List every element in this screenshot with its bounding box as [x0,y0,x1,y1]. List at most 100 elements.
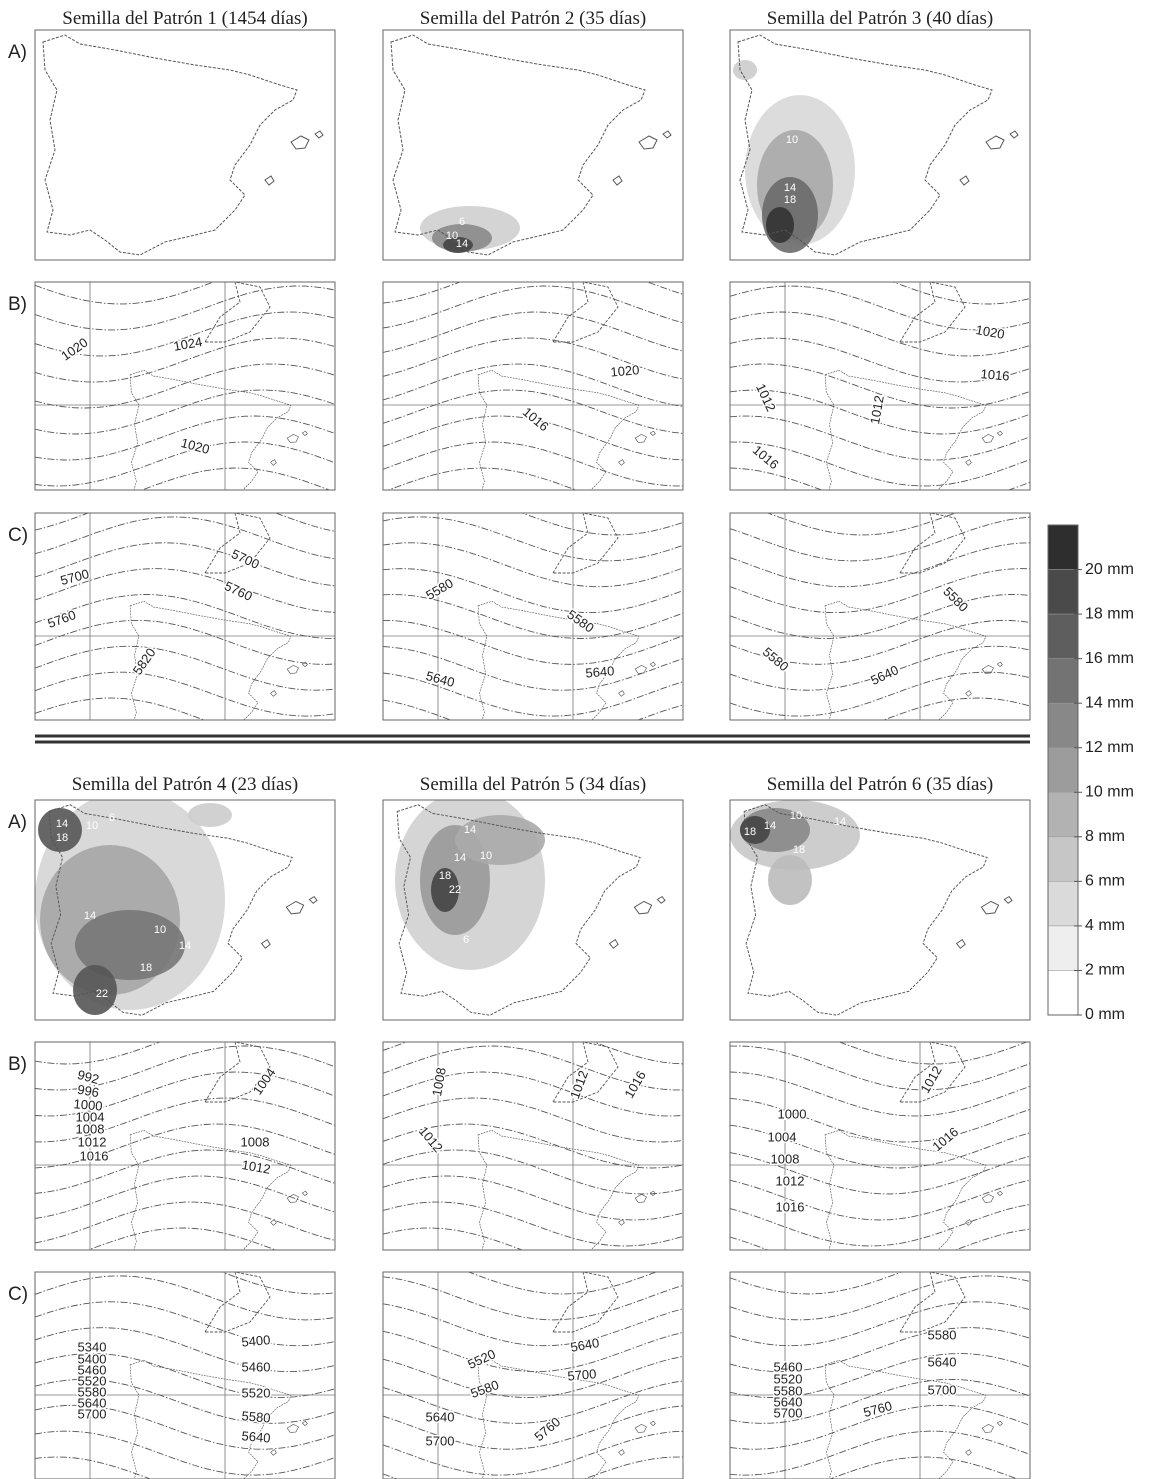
contour-label: 5520 [242,1385,271,1400]
legend-label: 20 mm [1085,561,1134,578]
contour-label: 1024 [172,334,203,354]
panel-title: Semilla del Patrón 5 (34 días) [420,774,646,795]
contour-label: 5760 [222,578,255,604]
isoline [730,492,1030,535]
isoline [35,672,335,716]
contour-label: 1016 [80,1148,109,1163]
coastline [130,1130,307,1269]
contour-label: 1012 [753,381,779,414]
contour-label: 5700 [59,566,91,588]
legend-label: 4 mm [1085,917,1125,934]
isoline [730,494,1030,538]
contour-label: 1012 [78,1134,107,1149]
colorbar-step [1048,748,1078,793]
map-A [391,35,671,255]
precip-area [38,808,82,852]
isoline [35,286,335,330]
colorbar-step [1048,837,1078,882]
colorbar-step [1048,614,1078,659]
precip-label: 10 [154,924,166,936]
precip-label: 14 [764,820,776,832]
legend-label: 0 mm [1085,1006,1125,1023]
contour-label: 5580 [423,575,456,602]
colorbar-step [1048,792,1078,837]
contour-label: 5700 [928,1382,957,1397]
coastline [825,370,1002,509]
precip-area [766,207,794,243]
contour-label: 1020 [975,322,1006,342]
isoline [383,543,683,587]
contour-label: 1016 [929,1124,961,1154]
precip-label: 14 [84,910,96,922]
contour-label: 1016 [520,404,552,434]
precip-label: 18 [784,194,796,206]
precip-label: 10 [790,810,802,822]
isoline [730,1072,1030,1116]
precip-label: 10 [480,850,492,862]
coastline [900,1272,965,1332]
contour-label: 5580 [468,1377,500,1401]
row-label: B) [8,294,27,315]
contour-label: 5640 [426,1409,455,1424]
row-label: C) [8,1284,28,1305]
contour-label: 1020 [58,335,90,364]
colorbar-step [1048,970,1078,1015]
contour-label: 1000 [778,1106,807,1121]
legend-label: 18 mm [1085,605,1134,622]
precip-area [768,855,812,905]
coastline [130,1360,307,1479]
isoline [730,1457,1030,1479]
legend-label: 12 mm [1085,739,1134,756]
precip-label: 14 [179,940,191,952]
precip-label: 14 [56,818,68,830]
coastline [205,513,270,573]
contour-label: 1004 [250,1065,279,1097]
map-A [43,35,323,255]
contour-label: 5580 [760,644,792,674]
contour-label: 5700 [567,1366,597,1383]
isoline [730,1302,1030,1346]
coastline [478,370,655,509]
coastline [553,513,618,573]
precip-label: 18 [744,826,756,838]
isoline [383,728,683,768]
precip-label: 14 [454,852,466,864]
contour-label: 1008 [771,1151,800,1166]
map-A [35,790,317,1015]
isoline [730,468,1030,510]
contour-label: 1012 [567,1068,591,1100]
legend-label: 14 mm [1085,694,1134,711]
isoline [383,1202,683,1246]
coastline [900,513,965,573]
contour-label: 1016 [621,1068,648,1101]
isoline [35,646,335,690]
isoline [383,1457,683,1479]
legend-label: 6 mm [1085,873,1125,890]
precip-label: 14 [464,824,476,836]
map-C [35,465,335,768]
isoline [383,494,683,538]
isoline [35,390,335,434]
isoline [383,1150,683,1194]
contour-label: 1020 [610,362,640,379]
precip-label: 6 [459,216,465,228]
map-frame [383,513,683,720]
contour-label: 5640 [569,1335,600,1355]
isoline [730,1431,1030,1475]
isoline [730,543,1030,587]
isoline [35,1176,335,1218]
coastline [900,282,965,342]
isoline [383,620,683,664]
contour-label: 5640 [585,663,615,680]
contour-label: 5580 [928,1327,957,1342]
colorbar-step [1048,881,1078,926]
isoline [35,465,335,506]
legend-label: 8 mm [1085,828,1125,845]
figure: A)B)C)Semilla del Patrón 1 (1454 días)10… [0,0,1154,1479]
precip-label: 18 [140,962,152,974]
colorbar-step [1048,570,1078,615]
coastline [825,1360,1002,1479]
precip-label: 22 [449,884,461,896]
precip-label: 10 [786,134,798,146]
colorbar-step [1048,659,1078,704]
